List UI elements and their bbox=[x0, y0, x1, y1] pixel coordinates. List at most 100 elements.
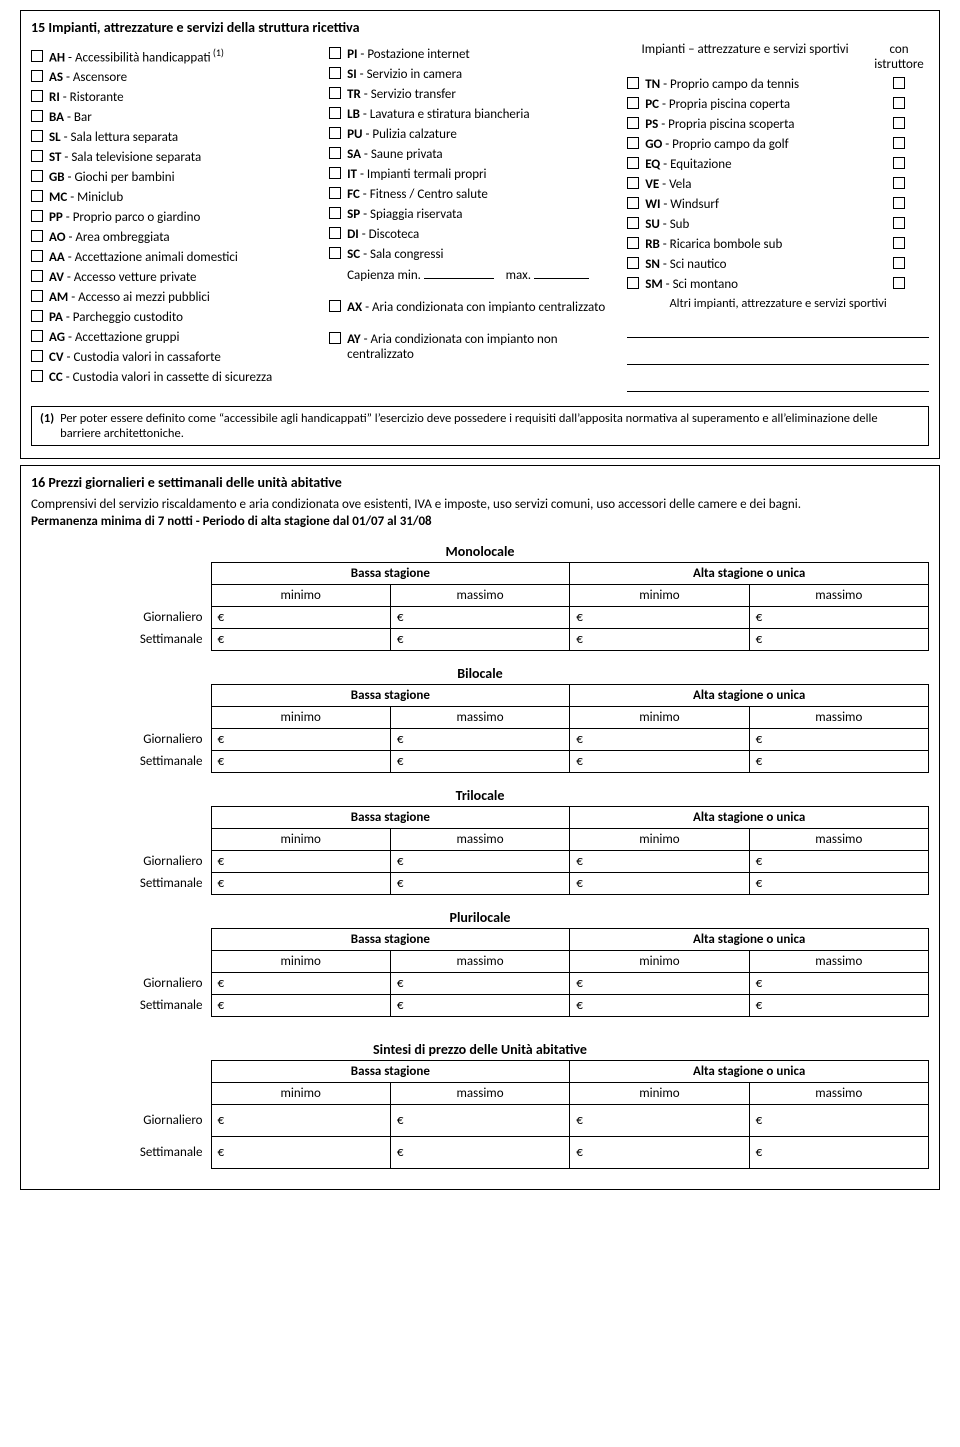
cell-daily-low-min[interactable]: € bbox=[211, 973, 390, 995]
checkbox-sa[interactable] bbox=[329, 147, 341, 159]
cell-daily-high-min[interactable]: € bbox=[570, 851, 749, 873]
other-facilities-line-2[interactable] bbox=[627, 348, 929, 365]
cell-weekly-high-max[interactable]: € bbox=[749, 873, 928, 895]
checkbox-gb[interactable] bbox=[31, 170, 43, 182]
checkbox-tn[interactable] bbox=[627, 77, 639, 89]
checkbox-pu[interactable] bbox=[329, 127, 341, 139]
cell-weekly-low-min[interactable]: € bbox=[211, 873, 390, 895]
checkbox-pc-instructor[interactable] bbox=[893, 97, 905, 109]
checkbox-ps[interactable] bbox=[627, 117, 639, 129]
cell-daily-low-max[interactable]: € bbox=[390, 729, 569, 751]
checkbox-eq-instructor[interactable] bbox=[893, 157, 905, 169]
checkbox-ve[interactable] bbox=[627, 177, 639, 189]
checkbox-go[interactable] bbox=[627, 137, 639, 149]
cell-daily-high-max[interactable]: € bbox=[749, 973, 928, 995]
checkbox-si[interactable] bbox=[329, 67, 341, 79]
checkbox-su[interactable] bbox=[627, 217, 639, 229]
checkbox-am[interactable] bbox=[31, 290, 43, 302]
checkbox-st[interactable] bbox=[31, 150, 43, 162]
checkbox-ag[interactable] bbox=[31, 330, 43, 342]
checkbox-av[interactable] bbox=[31, 270, 43, 282]
cell-weekly-low-max[interactable]: € bbox=[390, 751, 569, 773]
cell-weekly-high-min[interactable]: € bbox=[570, 873, 749, 895]
capacity-min-field[interactable] bbox=[424, 266, 494, 279]
checkbox-cv[interactable] bbox=[31, 350, 43, 362]
cell-daily-low-max[interactable]: € bbox=[390, 607, 569, 629]
cell-daily-high-max[interactable]: € bbox=[749, 851, 928, 873]
cell-daily-high-max[interactable]: € bbox=[749, 607, 928, 629]
checkbox-ps-instructor[interactable] bbox=[893, 117, 905, 129]
checkbox-di[interactable] bbox=[329, 227, 341, 239]
cell-weekly-high-max[interactable]: € bbox=[749, 1137, 928, 1169]
checkbox-lb[interactable] bbox=[329, 107, 341, 119]
cell-daily-low-min[interactable]: € bbox=[211, 1105, 390, 1137]
checkbox-pa[interactable] bbox=[31, 310, 43, 322]
checkbox-wi[interactable] bbox=[627, 197, 639, 209]
cell-daily-low-max[interactable]: € bbox=[390, 973, 569, 995]
cell-weekly-high-min[interactable]: € bbox=[570, 1137, 749, 1169]
cell-daily-low-max[interactable]: € bbox=[390, 851, 569, 873]
cell-weekly-low-max[interactable]: € bbox=[390, 629, 569, 651]
cell-weekly-low-max[interactable]: € bbox=[390, 1137, 569, 1169]
cell-daily-high-max[interactable]: € bbox=[749, 1105, 928, 1137]
cell-weekly-high-max[interactable]: € bbox=[749, 751, 928, 773]
cell-daily-low-min[interactable]: € bbox=[211, 851, 390, 873]
cell-weekly-low-max[interactable]: € bbox=[390, 873, 569, 895]
checkbox-sn[interactable] bbox=[627, 257, 639, 269]
checkbox-sp[interactable] bbox=[329, 207, 341, 219]
checkbox-ay[interactable] bbox=[329, 332, 341, 344]
checkbox-go-instructor[interactable] bbox=[893, 137, 905, 149]
cell-weekly-low-max[interactable]: € bbox=[390, 995, 569, 1017]
cell-daily-low-max[interactable]: € bbox=[390, 1105, 569, 1137]
cell-weekly-high-min[interactable]: € bbox=[570, 751, 749, 773]
checkbox-row-cv: CV - Custodia valori in cassaforte bbox=[31, 349, 319, 365]
cell-daily-low-min[interactable]: € bbox=[211, 607, 390, 629]
checkbox-rb-instructor[interactable] bbox=[893, 237, 905, 249]
cell-daily-high-min[interactable]: € bbox=[570, 973, 749, 995]
checkbox-rb[interactable] bbox=[627, 237, 639, 249]
cell-weekly-low-min[interactable]: € bbox=[211, 1137, 390, 1169]
checkbox-sm[interactable] bbox=[627, 277, 639, 289]
capacity-max-field[interactable] bbox=[534, 266, 589, 279]
checkbox-ba[interactable] bbox=[31, 110, 43, 122]
checkbox-sm-instructor[interactable] bbox=[893, 277, 905, 289]
cell-weekly-low-min[interactable]: € bbox=[211, 751, 390, 773]
checkbox-pp[interactable] bbox=[31, 210, 43, 222]
cell-daily-high-min[interactable]: € bbox=[570, 729, 749, 751]
cell-weekly-high-min[interactable]: € bbox=[570, 629, 749, 651]
cell-daily-high-max[interactable]: € bbox=[749, 729, 928, 751]
checkbox-sn-instructor[interactable] bbox=[893, 257, 905, 269]
cell-weekly-high-max[interactable]: € bbox=[749, 629, 928, 651]
checkbox-ax[interactable] bbox=[329, 300, 341, 312]
checkbox-sc[interactable] bbox=[329, 247, 341, 259]
other-facilities-line-3[interactable] bbox=[627, 375, 929, 392]
cell-daily-high-min[interactable]: € bbox=[570, 607, 749, 629]
cell-weekly-high-max[interactable]: € bbox=[749, 995, 928, 1017]
other-facilities-line-1[interactable] bbox=[627, 321, 929, 338]
cell-daily-high-min[interactable]: € bbox=[570, 1105, 749, 1137]
checkbox-mc[interactable] bbox=[31, 190, 43, 202]
checkbox-pi[interactable] bbox=[329, 47, 341, 59]
cell-daily-low-min[interactable]: € bbox=[211, 729, 390, 751]
cell-weekly-high-min[interactable]: € bbox=[570, 995, 749, 1017]
cell-weekly-low-min[interactable]: € bbox=[211, 995, 390, 1017]
checkbox-row-sa: SA - Saune privata bbox=[329, 146, 617, 162]
checkbox-aa[interactable] bbox=[31, 250, 43, 262]
checkbox-pc[interactable] bbox=[627, 97, 639, 109]
checkbox-fc[interactable] bbox=[329, 187, 341, 199]
checkbox-ve-instructor[interactable] bbox=[893, 177, 905, 189]
checkbox-it[interactable] bbox=[329, 167, 341, 179]
checkbox-su-instructor[interactable] bbox=[893, 217, 905, 229]
code-ba: BA bbox=[49, 110, 64, 125]
checkbox-ri[interactable] bbox=[31, 90, 43, 102]
checkbox-tr[interactable] bbox=[329, 87, 341, 99]
checkbox-ah[interactable] bbox=[31, 50, 43, 62]
checkbox-cc[interactable] bbox=[31, 370, 43, 382]
cell-weekly-low-min[interactable]: € bbox=[211, 629, 390, 651]
checkbox-sl[interactable] bbox=[31, 130, 43, 142]
checkbox-ao[interactable] bbox=[31, 230, 43, 242]
checkbox-tn-instructor[interactable] bbox=[893, 77, 905, 89]
checkbox-eq[interactable] bbox=[627, 157, 639, 169]
checkbox-as[interactable] bbox=[31, 70, 43, 82]
checkbox-wi-instructor[interactable] bbox=[893, 197, 905, 209]
